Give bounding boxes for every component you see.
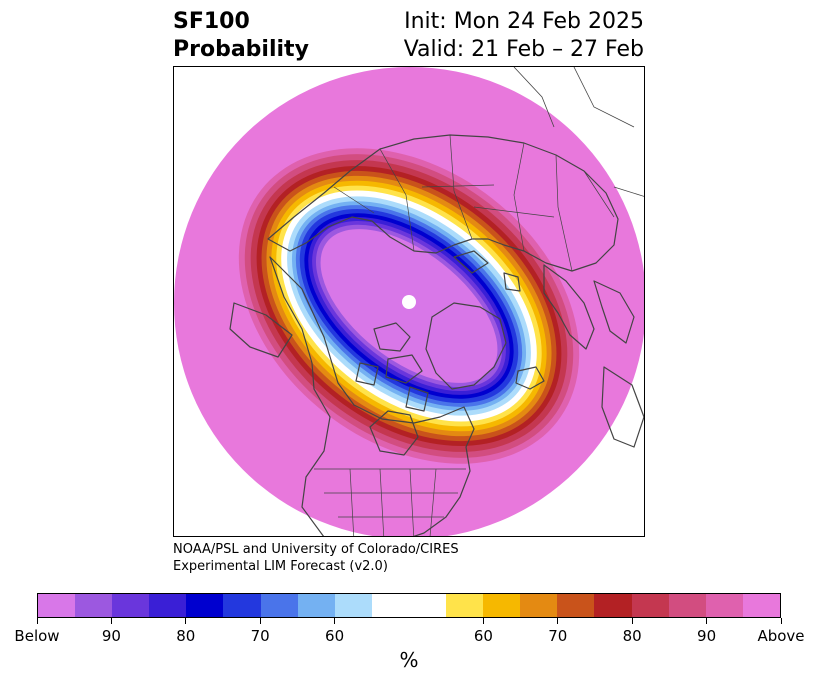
- colorbar-tick-label: 90: [101, 627, 121, 645]
- colorbar-segment: [223, 594, 261, 617]
- probability-contours: [238, 148, 580, 464]
- colorbar-segment: [260, 594, 298, 617]
- valid-range: Valid: 21 Feb – 27 Feb: [403, 37, 644, 62]
- colorbar-segment: [38, 594, 76, 617]
- colorbar-segment: [483, 594, 521, 617]
- chart-title: SF100 Probability: [173, 8, 309, 64]
- iceland-outline: [515, 366, 545, 390]
- colorbar-segment: [446, 594, 484, 617]
- colorbar-segment: [631, 594, 669, 617]
- colorbar-tick: [631, 618, 633, 624]
- init-date: Init: Mon 24 Feb 2025: [404, 9, 644, 34]
- colorbar-unit: %: [399, 648, 419, 672]
- colorbar-segment: [408, 594, 447, 617]
- colorbar-tick: [482, 618, 484, 624]
- hudson-bay-outline: [369, 410, 419, 456]
- colorbar-tick-label: 80: [622, 627, 642, 645]
- chart-subtitle: Init: Mon 24 Feb 2025 Valid: 21 Feb – 27…: [404, 8, 644, 64]
- title-line-1: SF100: [173, 9, 250, 34]
- colorbar-tick: [259, 618, 261, 624]
- colorbar-segment: [297, 594, 335, 617]
- colorbar-tick-label: Below: [14, 627, 60, 645]
- colorbar-tick: [36, 618, 38, 624]
- credit-line-2: Experimental LIM Forecast (v2.0): [173, 559, 388, 574]
- colorbar-tick-label: 80: [176, 627, 196, 645]
- colorbar: [37, 593, 781, 618]
- colorbar-tick-label: 60: [325, 627, 345, 645]
- polar-map: [174, 67, 644, 536]
- colorbar-tick: [706, 618, 708, 624]
- title-line-2: Probability: [173, 37, 309, 62]
- colorbar-tick-label: 90: [697, 627, 717, 645]
- colorbar-segment: [705, 594, 743, 617]
- greenland-outline: [425, 302, 507, 390]
- arctic-islands-outline: [355, 322, 429, 412]
- colorbar-segment: [742, 594, 780, 617]
- colorbar-segment: [112, 594, 150, 617]
- alaska-outline: [229, 302, 293, 358]
- coastlines: [229, 134, 644, 536]
- colorbar-tick-label: 70: [250, 627, 270, 645]
- colorbar-tick: [185, 618, 187, 624]
- colorbar-segment: [668, 594, 706, 617]
- colorbar-segment: [334, 594, 372, 617]
- southern-edge-outline: [601, 366, 644, 448]
- colorbar-segment: [557, 594, 595, 617]
- colorbar-segment: [371, 594, 409, 617]
- colorbar-segment: [149, 594, 187, 617]
- north-america-outline: [269, 256, 475, 536]
- colorbar-segment: [594, 594, 632, 617]
- scandinavia-outline: [543, 264, 635, 350]
- colorbar-segment: [186, 594, 224, 617]
- colorbar-tick-label: 70: [548, 627, 568, 645]
- credit-text: NOAA/PSL and University of Colorado/CIRE…: [173, 541, 459, 575]
- colorbar-tick-label: 60: [473, 627, 493, 645]
- colorbar-segment: [520, 594, 558, 617]
- colorbar-tick-label: Above: [757, 627, 805, 645]
- colorbar-tick: [780, 618, 782, 624]
- country-borders: [333, 134, 615, 272]
- map-edge-lines: [513, 67, 644, 197]
- colorbar-tick: [334, 618, 336, 624]
- map-panel: [173, 66, 645, 537]
- colorbar-segment: [75, 594, 113, 617]
- pole-gap: [402, 295, 416, 309]
- svalbard-outline: [453, 250, 521, 292]
- credit-line-1: NOAA/PSL and University of Colorado/CIRE…: [173, 542, 459, 557]
- colorbar-tick: [110, 618, 112, 624]
- state-borders: [314, 468, 466, 536]
- colorbar-tick: [557, 618, 559, 624]
